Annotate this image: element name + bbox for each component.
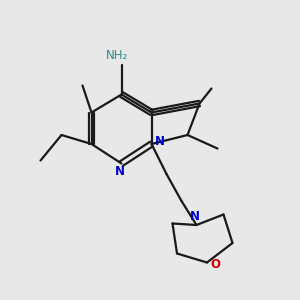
Text: N: N xyxy=(190,210,200,223)
Text: O: O xyxy=(210,258,220,272)
Text: N: N xyxy=(155,135,165,148)
Text: NH₂: NH₂ xyxy=(106,49,128,62)
Text: N: N xyxy=(115,165,125,178)
